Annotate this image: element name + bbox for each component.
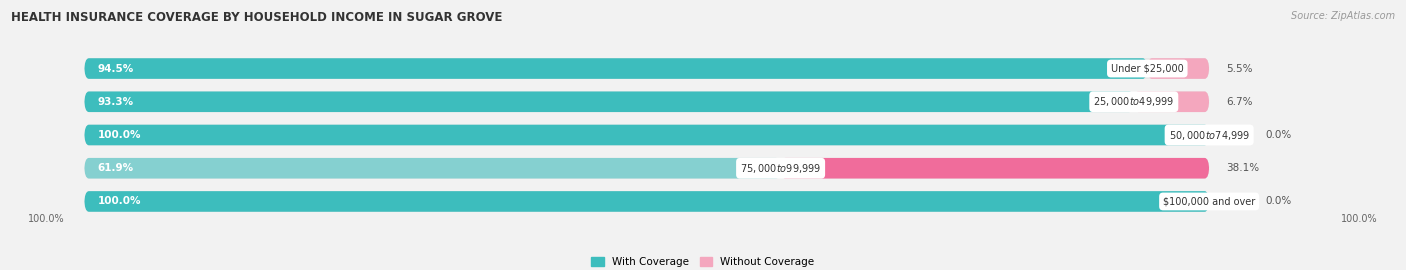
FancyBboxPatch shape (84, 191, 1209, 212)
Legend: With Coverage, Without Coverage: With Coverage, Without Coverage (588, 253, 818, 270)
FancyBboxPatch shape (84, 125, 1209, 145)
Text: 94.5%: 94.5% (98, 63, 134, 73)
FancyBboxPatch shape (84, 191, 1209, 212)
Text: 6.7%: 6.7% (1226, 97, 1253, 107)
FancyBboxPatch shape (84, 125, 1209, 145)
FancyBboxPatch shape (1133, 92, 1209, 112)
Text: 61.9%: 61.9% (98, 163, 134, 173)
Text: $25,000 to $49,999: $25,000 to $49,999 (1094, 95, 1174, 108)
Text: 0.0%: 0.0% (1265, 197, 1292, 207)
Text: 100.0%: 100.0% (28, 214, 65, 224)
Text: 38.1%: 38.1% (1226, 163, 1260, 173)
FancyBboxPatch shape (84, 92, 1209, 112)
FancyBboxPatch shape (84, 158, 780, 178)
Text: HEALTH INSURANCE COVERAGE BY HOUSEHOLD INCOME IN SUGAR GROVE: HEALTH INSURANCE COVERAGE BY HOUSEHOLD I… (11, 11, 502, 24)
Text: $75,000 to $99,999: $75,000 to $99,999 (740, 162, 821, 175)
Text: $100,000 and over: $100,000 and over (1163, 197, 1256, 207)
FancyBboxPatch shape (780, 158, 1209, 178)
Text: 100.0%: 100.0% (98, 130, 142, 140)
Text: 100.0%: 100.0% (1341, 214, 1378, 224)
FancyBboxPatch shape (1147, 58, 1209, 79)
Text: 93.3%: 93.3% (98, 97, 134, 107)
FancyBboxPatch shape (84, 58, 1209, 79)
FancyBboxPatch shape (84, 58, 1147, 79)
Text: Under $25,000: Under $25,000 (1111, 63, 1184, 73)
Text: 100.0%: 100.0% (98, 197, 142, 207)
Text: 0.0%: 0.0% (1265, 130, 1292, 140)
Text: Source: ZipAtlas.com: Source: ZipAtlas.com (1291, 11, 1395, 21)
FancyBboxPatch shape (84, 92, 1133, 112)
Text: $50,000 to $74,999: $50,000 to $74,999 (1168, 129, 1250, 141)
FancyBboxPatch shape (84, 158, 1209, 178)
Text: 5.5%: 5.5% (1226, 63, 1253, 73)
